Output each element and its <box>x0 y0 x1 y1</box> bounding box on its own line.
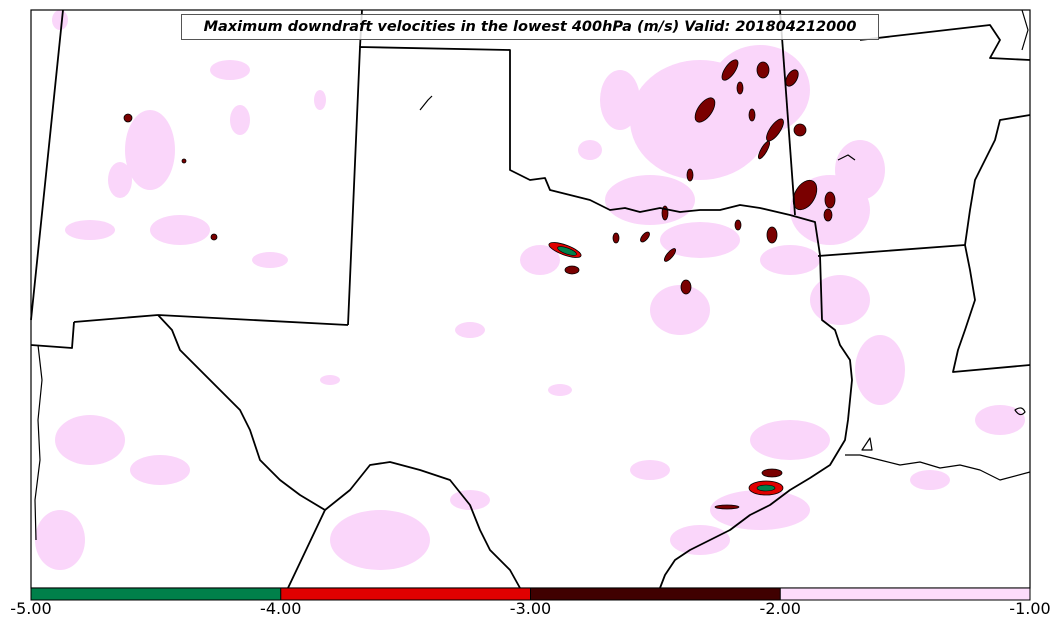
colorbar-tick-label: -5.00 <box>10 599 52 618</box>
colorbar-tick-label: -1.00 <box>1009 599 1051 618</box>
colorbar-bin-3 <box>780 588 1030 600</box>
colorbar-tick-label: -3.00 <box>509 599 552 618</box>
colorbar-tick-label: -4.00 <box>260 599 302 618</box>
moderate-downdraft-cells <box>123 59 836 510</box>
map-background <box>31 10 1030 588</box>
colorbar-bin-1 <box>280 588 531 600</box>
map-title: Maximum downdraft velocities in the lowe… <box>181 14 879 40</box>
colorbar-tick-label: -2.00 <box>759 599 801 618</box>
strong-downdraft-cells <box>548 242 784 496</box>
colorbar-bin-2 <box>530 588 781 600</box>
colorbar <box>30 588 1031 600</box>
state-borders <box>30 9 1031 589</box>
colorbar-frame <box>30 587 1031 601</box>
colorbar-bin-0 <box>31 588 281 600</box>
